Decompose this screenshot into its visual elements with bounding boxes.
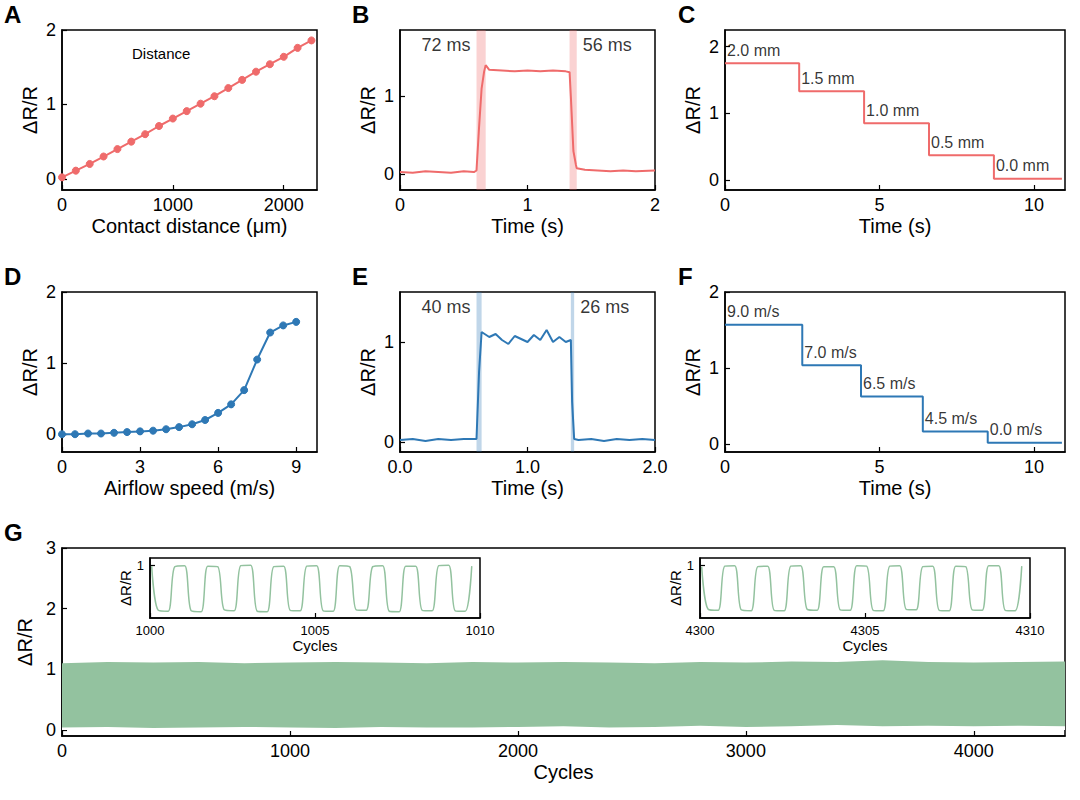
svg-text:2.0: 2.0 (642, 457, 667, 477)
svg-text:Distance: Distance (132, 45, 190, 62)
svg-text:B: B (352, 1, 369, 28)
svg-text:ΔR/R: ΔR/R (19, 348, 41, 396)
svg-text:4305: 4305 (851, 623, 880, 638)
svg-text:3000: 3000 (726, 741, 766, 761)
svg-text:1010: 1010 (466, 623, 495, 638)
svg-text:Cycles: Cycles (292, 637, 337, 654)
svg-text:1000: 1000 (153, 195, 193, 215)
svg-text:10: 10 (1024, 195, 1044, 215)
svg-text:0: 0 (46, 720, 56, 740)
svg-text:40 ms: 40 ms (421, 297, 470, 317)
svg-text:Airflow speed (m/s): Airflow speed (m/s) (104, 477, 275, 499)
svg-text:Contact distance (μm): Contact distance (μm) (91, 215, 287, 237)
svg-text:Time (s): Time (s) (491, 477, 564, 499)
svg-text:9: 9 (291, 457, 301, 477)
svg-text:0: 0 (384, 432, 394, 452)
svg-text:26 ms: 26 ms (580, 297, 629, 317)
svg-text:1: 1 (137, 558, 144, 573)
svg-text:5: 5 (875, 195, 885, 215)
svg-text:1: 1 (46, 353, 56, 373)
svg-text:4.5 m/s: 4.5 m/s (925, 410, 977, 427)
svg-text:4310: 4310 (1016, 623, 1045, 638)
svg-text:F: F (678, 263, 693, 290)
svg-text:0.0: 0.0 (387, 457, 412, 477)
svg-text:1005: 1005 (301, 623, 330, 638)
svg-text:Time (s): Time (s) (859, 477, 932, 499)
svg-text:0: 0 (709, 434, 719, 454)
svg-text:2: 2 (650, 195, 660, 215)
svg-text:Cycles: Cycles (533, 761, 593, 783)
svg-text:7.0 m/s: 7.0 m/s (804, 344, 856, 361)
svg-text:9.0 m/s: 9.0 m/s (727, 303, 779, 320)
svg-text:ΔR/R: ΔR/R (682, 348, 704, 396)
svg-text:1.0 mm: 1.0 mm (866, 102, 919, 119)
svg-text:0.0 mm: 0.0 mm (996, 157, 1049, 174)
svg-text:E: E (352, 263, 368, 290)
svg-text:0.0 m/s: 0.0 m/s (990, 421, 1042, 438)
svg-text:ΔR/R: ΔR/R (357, 348, 379, 396)
svg-text:72 ms: 72 ms (421, 35, 470, 55)
svg-text:0: 0 (720, 457, 730, 477)
svg-text:0: 0 (57, 195, 67, 215)
svg-text:Cycles: Cycles (842, 637, 887, 654)
svg-text:0: 0 (709, 170, 719, 190)
svg-text:2000: 2000 (264, 195, 304, 215)
svg-text:C: C (678, 1, 695, 28)
svg-text:1: 1 (46, 659, 56, 679)
svg-text:2: 2 (46, 599, 56, 619)
svg-text:6.5 m/s: 6.5 m/s (863, 375, 915, 392)
svg-text:0: 0 (57, 741, 67, 761)
svg-text:1: 1 (522, 195, 532, 215)
svg-text:0: 0 (720, 195, 730, 215)
svg-text:Time (s): Time (s) (491, 215, 564, 237)
svg-text:5: 5 (875, 457, 885, 477)
svg-text:1: 1 (384, 86, 394, 106)
svg-text:ΔR/R: ΔR/R (357, 86, 379, 134)
svg-text:0: 0 (46, 424, 56, 444)
svg-text:G: G (4, 519, 23, 546)
svg-text:56 ms: 56 ms (583, 35, 632, 55)
svg-text:1: 1 (687, 558, 694, 573)
svg-text:ΔR/R: ΔR/R (117, 570, 134, 606)
svg-text:2: 2 (709, 282, 719, 302)
svg-text:A: A (4, 1, 21, 28)
svg-text:2: 2 (46, 20, 56, 40)
svg-text:1: 1 (46, 94, 56, 114)
svg-text:4000: 4000 (954, 741, 994, 761)
svg-text:3: 3 (46, 538, 56, 558)
svg-text:1: 1 (384, 332, 394, 352)
svg-text:ΔR/R: ΔR/R (682, 86, 704, 134)
svg-text:0.5 mm: 0.5 mm (931, 134, 984, 151)
svg-text:2: 2 (709, 37, 719, 57)
svg-text:2000: 2000 (498, 741, 538, 761)
svg-text:1.0: 1.0 (515, 457, 540, 477)
svg-text:3: 3 (135, 457, 145, 477)
svg-text:6: 6 (213, 457, 223, 477)
svg-text:1: 1 (709, 103, 719, 123)
svg-text:D: D (4, 263, 21, 290)
svg-text:ΔR/R: ΔR/R (19, 86, 41, 134)
svg-text:2: 2 (46, 282, 56, 302)
svg-text:1000: 1000 (136, 623, 165, 638)
svg-text:4300: 4300 (686, 623, 715, 638)
svg-text:Time (s): Time (s) (859, 215, 932, 237)
svg-text:10: 10 (1024, 457, 1044, 477)
svg-text:1000: 1000 (270, 741, 310, 761)
svg-text:0: 0 (395, 195, 405, 215)
svg-text:2.0 mm: 2.0 mm (727, 42, 780, 59)
svg-text:ΔR/R: ΔR/R (14, 618, 36, 666)
svg-text:1.5 mm: 1.5 mm (801, 70, 854, 87)
svg-text:0: 0 (46, 169, 56, 189)
svg-text:ΔR/R: ΔR/R (667, 570, 684, 606)
svg-text:0: 0 (384, 164, 394, 184)
svg-text:0: 0 (57, 457, 67, 477)
svg-text:1: 1 (709, 358, 719, 378)
